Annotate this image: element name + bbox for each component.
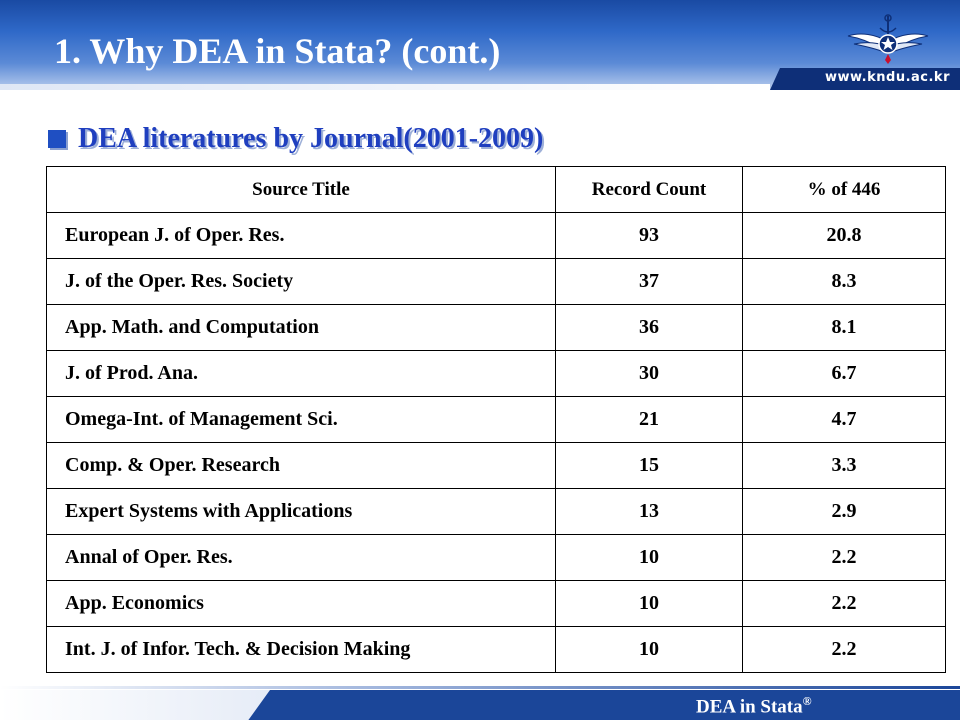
table-row: Omega-Int. of Management Sci. 21 4.7 (46, 396, 946, 443)
table-row: App. Economics 10 2.2 (46, 580, 946, 627)
percent-cell: 2.9 (742, 488, 946, 535)
percent-cell: 2.2 (742, 626, 946, 673)
table-row: Comp. & Oper. Research 15 3.3 (46, 442, 946, 489)
source-title-cell: App. Math. and Computation (46, 304, 556, 351)
record-count-cell: 93 (555, 212, 743, 259)
percent-cell: 2.2 (742, 534, 946, 581)
footer-divider (0, 686, 960, 689)
header-band (0, 0, 960, 90)
record-count-cell: 13 (555, 488, 743, 535)
record-count-cell: 15 (555, 442, 743, 489)
percent-cell: 2.2 (742, 580, 946, 627)
table-row: Expert Systems with Applications 13 2.9 (46, 488, 946, 535)
table-header-row: Source Title Record Count % of 446 (46, 166, 946, 213)
record-count-cell: 10 (555, 580, 743, 627)
footer-label-text: DEA in Stata (696, 696, 803, 718)
source-title-cell: Omega-Int. of Management Sci. (46, 396, 556, 443)
record-count-cell: 10 (555, 626, 743, 673)
source-title-cell: App. Economics (46, 580, 556, 627)
site-url-tab (770, 68, 960, 90)
section-heading: DEA literatures by Journal(2001-2009) (48, 122, 543, 156)
source-title-cell: European J. of Oper. Res. (46, 212, 556, 259)
percent-cell: 3.3 (742, 442, 946, 489)
table-row: Int. J. of Infor. Tech. & Decision Makin… (46, 626, 946, 673)
percent-cell: 20.8 (742, 212, 946, 259)
table-row: J. of Prod. Ana. 30 6.7 (46, 350, 946, 397)
column-header-record-count: Record Count (555, 166, 743, 213)
record-count-cell: 21 (555, 396, 743, 443)
record-count-cell: 37 (555, 258, 743, 305)
record-count-cell: 30 (555, 350, 743, 397)
table-row: Annal of Oper. Res. 10 2.2 (46, 534, 946, 581)
table-row: J. of the Oper. Res. Society 37 8.3 (46, 258, 946, 305)
journal-table: Source Title Record Count % of 446 Europ… (46, 166, 946, 673)
column-header-source-title: Source Title (46, 166, 556, 213)
square-bullet-icon (48, 130, 66, 148)
record-count-cell: 10 (555, 534, 743, 581)
percent-cell: 8.3 (742, 258, 946, 305)
source-title-cell: J. of the Oper. Res. Society (46, 258, 556, 305)
section-heading-text: DEA literatures by Journal(2001-2009) (78, 123, 544, 154)
source-title-cell: Comp. & Oper. Research (46, 442, 556, 489)
site-url: www.kndu.ac.kr (824, 70, 950, 85)
source-title-cell: Annal of Oper. Res. (46, 534, 556, 581)
column-header-percent: % of 446 (742, 166, 946, 213)
source-title-cell: Expert Systems with Applications (46, 488, 556, 535)
percent-cell: 4.7 (742, 396, 946, 443)
table-row: European J. of Oper. Res. 93 20.8 (46, 212, 946, 259)
footer-accent (0, 690, 270, 720)
source-title-cell: J. of Prod. Ana. (46, 350, 556, 397)
record-count-cell: 36 (555, 304, 743, 351)
footer-label: DEA in Stata® (696, 694, 812, 718)
winged-anchor-star-emblem-icon (847, 14, 929, 64)
table-row: App. Math. and Computation 36 8.1 (46, 304, 946, 351)
source-title-cell: Int. J. of Infor. Tech. & Decision Makin… (46, 626, 556, 673)
slide-title: 1. Why DEA in Stata? (cont.) (54, 31, 501, 71)
percent-cell: 6.7 (742, 350, 946, 397)
registered-mark: ® (802, 694, 812, 708)
percent-cell: 8.1 (742, 304, 946, 351)
